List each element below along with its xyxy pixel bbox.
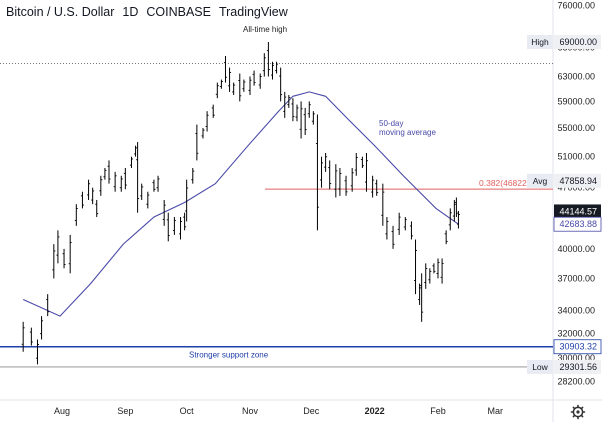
price-tag-label: High	[531, 37, 549, 47]
moving-average-line	[22, 91, 459, 317]
support-annotation: Stronger support zone	[189, 351, 269, 360]
x-tick-label: Oct	[180, 406, 195, 416]
x-tick-label: Dec	[303, 406, 320, 416]
x-tick-label: Sep	[117, 406, 133, 416]
price-tag-label: Avg	[533, 176, 548, 186]
ma-annotation-line2: moving average	[379, 128, 436, 137]
price-tag-label-box	[527, 173, 553, 188]
y-tick-label: 40000.00	[557, 244, 595, 254]
ath-annotation: All-time high	[243, 25, 287, 34]
price-tag-value: 42683.88	[559, 219, 597, 229]
chart-annotations: All-time high 50-day moving average Stro…	[189, 25, 527, 360]
x-tick-label: Feb	[430, 406, 446, 416]
x-tick-label: 2022	[365, 406, 385, 416]
price-tag-value: 69000.00	[559, 37, 597, 47]
price-tags: High 69000.00 Avg 47858.94 44144.57 42683.88 3…	[527, 35, 602, 374]
y-tick-label: 34000.00	[557, 306, 595, 316]
price-tag-value: 44144.57	[559, 206, 597, 216]
y-tick-label: 59000.00	[557, 96, 595, 106]
price-tag-value-box	[554, 359, 601, 374]
x-tick-label: Mar	[487, 406, 503, 416]
price-tag-value: 47858.94	[559, 176, 597, 186]
price-tag-value-box	[554, 35, 601, 49]
y-tick-label: 37000.00	[557, 273, 595, 283]
ma-series-line	[22, 91, 459, 317]
y-tick-label: 55000.00	[557, 123, 595, 133]
price-tag-value: 29301.56	[559, 362, 597, 372]
y-tick-label: 51000.00	[557, 152, 595, 162]
time-axis: Aug Sep Oct Nov Dec 2022 Feb Mar	[54, 406, 503, 416]
y-tick-label: 30000.00	[557, 353, 595, 363]
price-tag-value-box	[553, 216, 602, 232]
price-tag-value-box	[554, 204, 601, 219]
price-tag-label-box	[527, 35, 553, 49]
price-tag-value: 30903.32	[559, 342, 597, 352]
chart-title: Bitcoin / U.S. Dollar 1D COINBASE TradingVi…	[6, 5, 289, 19]
y-tick-label: 76000.00	[557, 0, 595, 10]
x-tick-label: Nov	[242, 406, 259, 416]
price-tag-label: Low	[532, 362, 548, 372]
y-tick-label: 28200.00	[557, 376, 595, 386]
x-tick-label: Aug	[54, 406, 70, 416]
y-tick-label: 32000.00	[557, 329, 595, 339]
ma-annotation-line1: 50-day	[379, 119, 403, 128]
y-tick-label: 63000.00	[557, 72, 595, 82]
price-tag-value-box	[554, 173, 601, 188]
price-bars	[21, 42, 460, 365]
price-tag-value-box	[553, 339, 602, 355]
fib-annotation: 0.382(46822	[479, 178, 527, 188]
price-tag-label-box	[527, 359, 553, 374]
settings-gear-icon[interactable]	[570, 404, 586, 420]
